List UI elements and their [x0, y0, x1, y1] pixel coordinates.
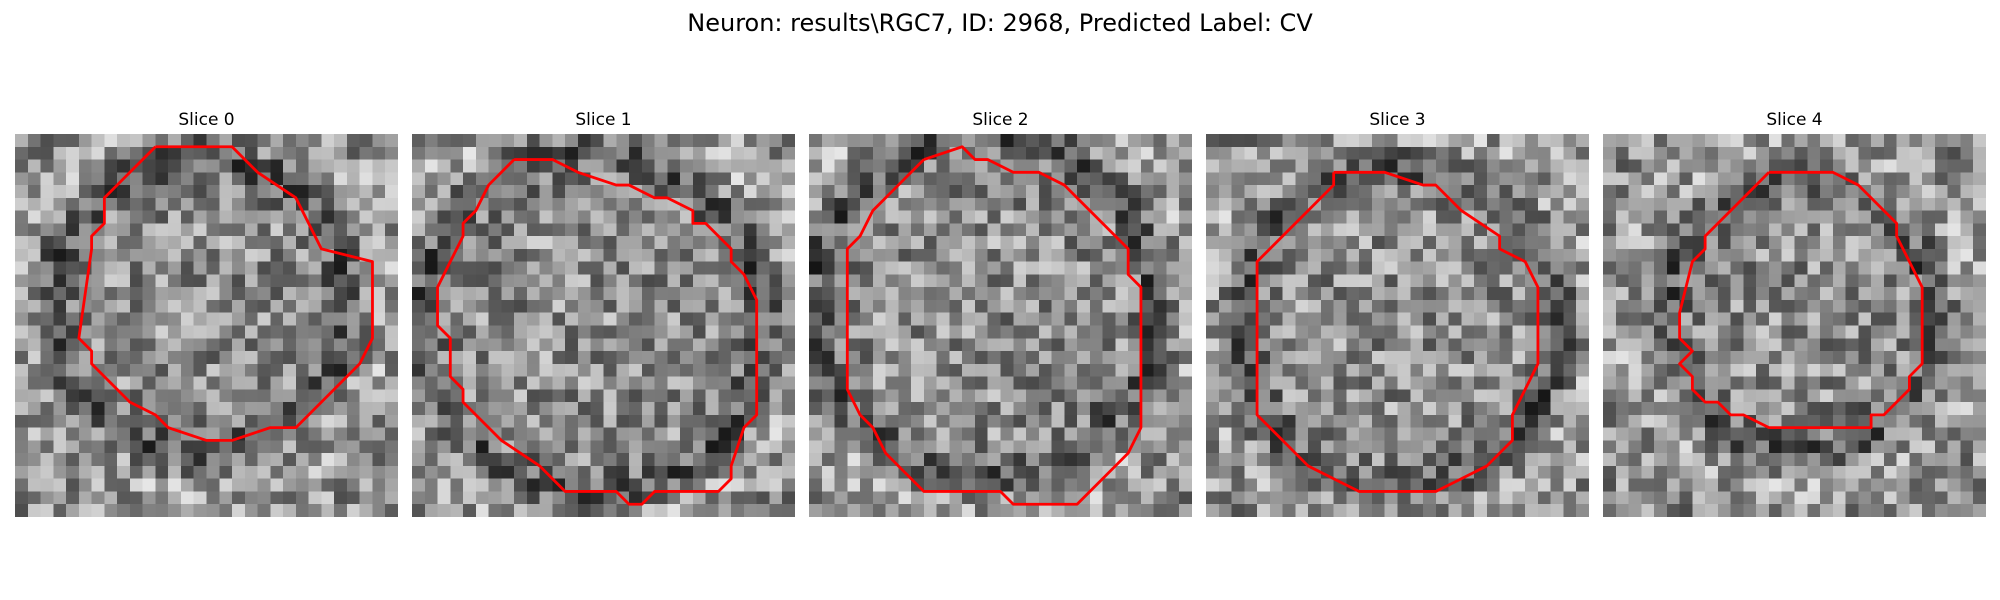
slice-panel-1: Slice 1	[412, 108, 795, 518]
figure-title: Neuron: results\RGC7, ID: 2968, Predicte…	[687, 9, 1313, 37]
slice-title: Slice 0	[178, 110, 235, 130]
cell-contour	[845, 145, 1143, 506]
slice-title: Slice 2	[972, 110, 1029, 130]
slice-image	[809, 134, 1192, 517]
slice-image	[1603, 134, 1986, 517]
slice-image	[15, 134, 398, 517]
pixel-grid	[809, 134, 1192, 517]
cell-contour	[1255, 170, 1540, 493]
slice-image	[1206, 134, 1589, 517]
slice-title: Slice 1	[575, 110, 632, 130]
slice-panel-3: Slice 3	[1206, 108, 1589, 518]
slice-title: Slice 4	[1766, 110, 1823, 130]
cell-contour	[77, 145, 374, 442]
pixel-grid	[412, 134, 795, 517]
slice-image	[412, 134, 795, 517]
slice-title: Slice 3	[1369, 110, 1426, 130]
pixel-grid	[15, 134, 398, 517]
pixel-grid	[1603, 134, 1986, 517]
cell-contour	[1678, 170, 1924, 430]
slice-panel-0: Slice 0	[15, 108, 398, 518]
slice-panel-4: Slice 4	[1603, 108, 1986, 518]
cell-contour	[436, 158, 759, 506]
pixel-grid	[1206, 134, 1589, 517]
slice-panel-2: Slice 2	[809, 108, 1192, 518]
